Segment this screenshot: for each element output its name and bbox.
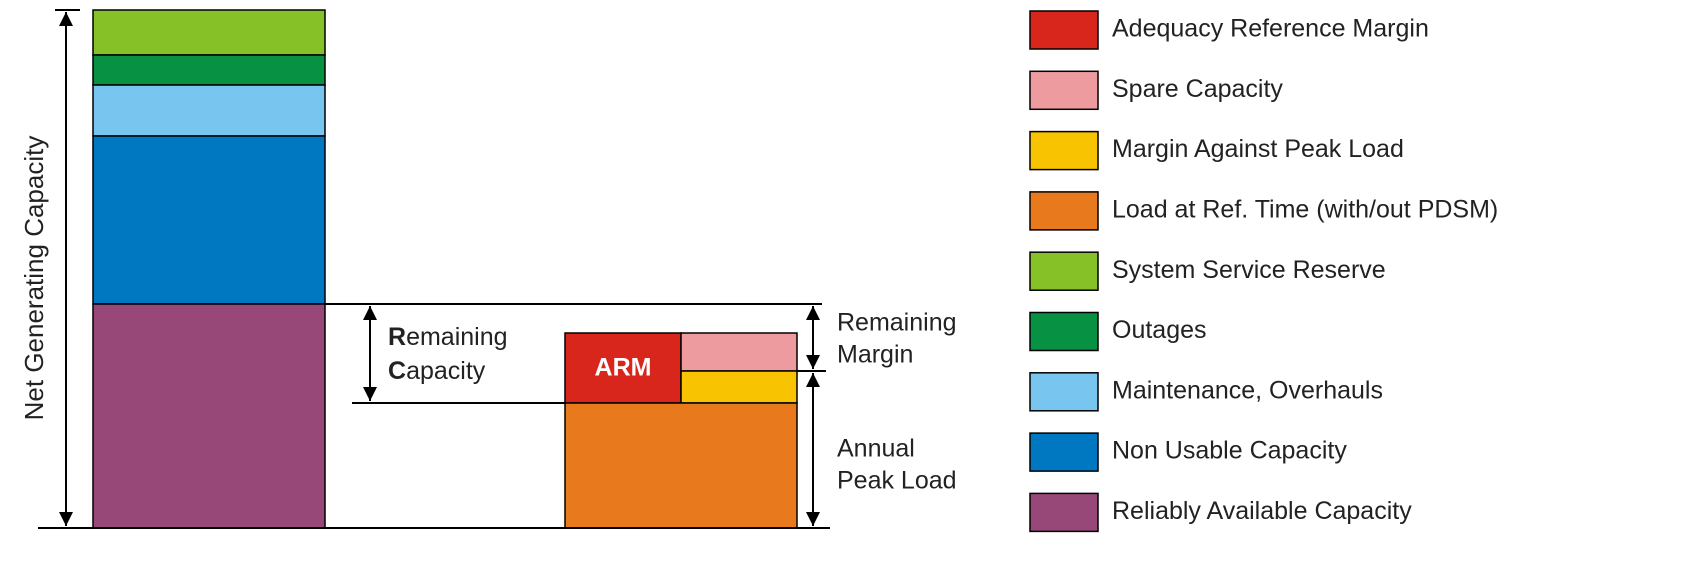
remaining-margin: Remaining [837,309,957,337]
legend-swatch [1029,10,1099,50]
legend-label: Reliably Available Capacity [1112,497,1412,525]
segment [564,402,798,529]
axis-label: Net Generating Capacity [19,136,49,421]
legend-label: Load at Ref. Time (with/out PDSM) [1112,196,1498,224]
legend-swatch [1029,372,1099,412]
legend-label: Outages [1112,316,1207,344]
bold-letter: R [388,323,406,351]
remaining-margin: Margin [837,341,913,369]
left-bar [92,9,326,529]
annotations [38,9,830,529]
remaining-capacity: Remaining [388,323,508,351]
legend-label: Adequacy Reference Margin [1112,15,1429,43]
legend-label: System Service Reserve [1112,256,1386,284]
annual-peak-load: Annual [837,435,915,463]
right-bar: ARM [564,332,798,529]
legend-swatch [1029,130,1099,171]
segment [564,332,682,404]
bold-letter: C [388,357,406,385]
legend-label: Maintenance, Overhauls [1112,376,1383,404]
legend-swatch [1029,191,1099,231]
segment [680,370,798,404]
remaining-capacity: Capacity [388,357,486,385]
legend-swatch [1029,70,1099,111]
legend-swatch [1029,492,1099,533]
arm-label: ARM [595,354,652,382]
segment [92,54,326,86]
legend-swatch [1029,251,1099,291]
text: apacity [406,357,486,385]
segment [92,84,326,137]
legend-label: Non Usable Capacity [1112,437,1347,465]
legend: Adequacy Reference Margin Spare Capacity M… [1029,10,1498,533]
text: emaining [406,323,507,351]
segment [92,9,326,56]
legend-swatch [1029,432,1099,472]
legend-label: Margin Against Peak Load [1112,135,1404,163]
legend-swatch [1029,311,1099,352]
legend-label: Spare Capacity [1112,75,1283,103]
segment [680,332,798,372]
segment [92,135,326,305]
annual-peak-load: Peak Load [837,467,957,495]
segment [92,303,326,529]
